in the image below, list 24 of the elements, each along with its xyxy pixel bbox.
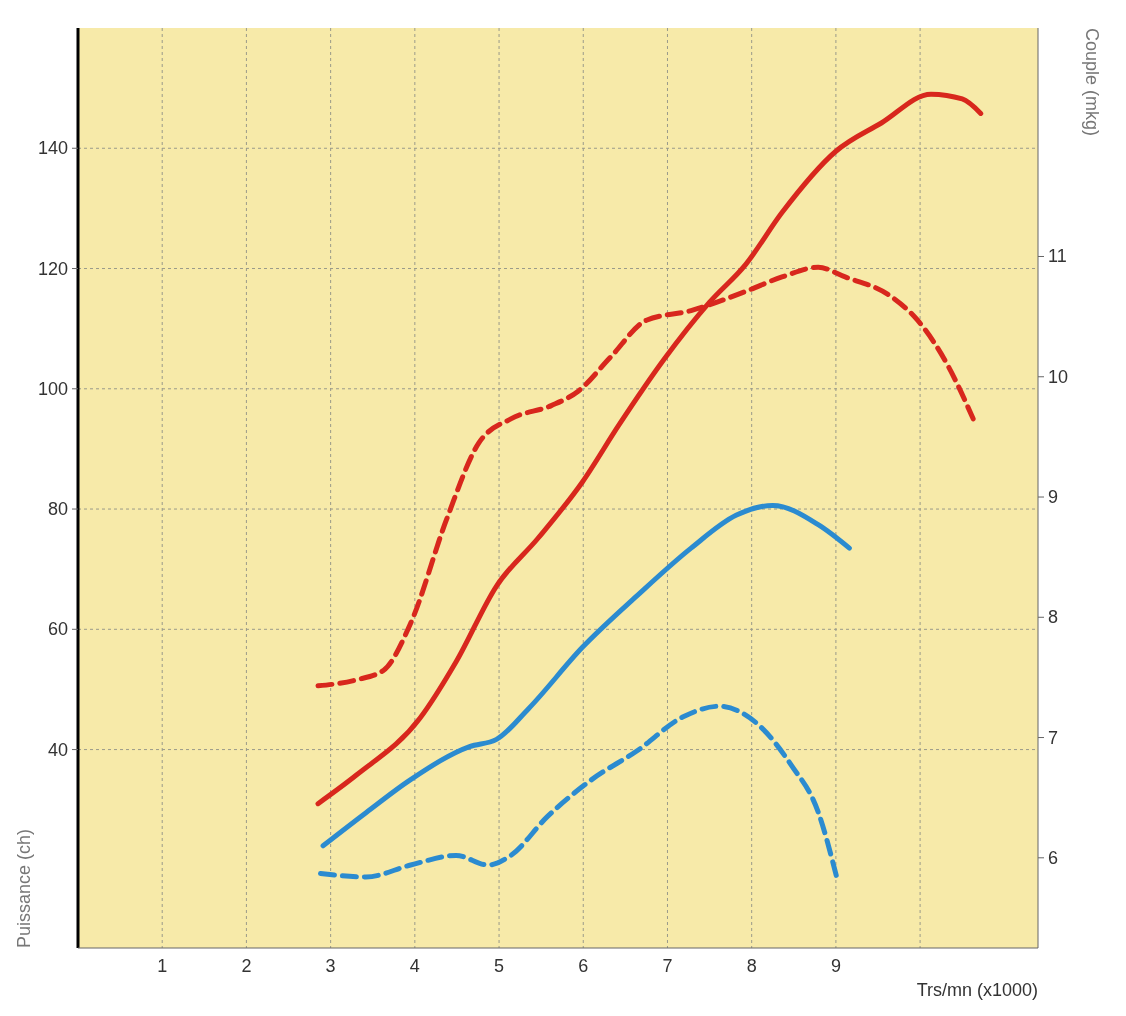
y-axis-title: Puissance (ch) (14, 828, 34, 948)
y2-tick-label: 6 (1048, 847, 1059, 868)
y2-tick-label: 8 (1048, 607, 1059, 628)
y-tick-label: 80 (47, 499, 68, 520)
y-tick-label: 100 (37, 378, 68, 399)
y-tick-label: 40 (47, 739, 68, 760)
x-tick-label: 5 (494, 956, 505, 976)
y2-tick-label: 10 (1048, 366, 1069, 387)
y-tick-label: 60 (47, 619, 68, 640)
x-tick-label: 3 (325, 956, 336, 976)
y2-tick-label: 7 (1048, 727, 1059, 748)
x-tick-label: 9 (830, 956, 841, 976)
y-tick-label: 140 (37, 138, 68, 159)
y2-tick-label: 9 (1048, 487, 1059, 508)
x-tick-label: 8 (746, 956, 757, 976)
x-tick-label: 4 (409, 956, 420, 976)
y-tick-label: 120 (37, 258, 68, 279)
y2-tick-label: 11 (1048, 246, 1067, 267)
x-tick-label: 6 (578, 956, 589, 976)
x-axis-title: Trs/mn (x1000) (916, 980, 1038, 1000)
x-tick-label: 1 (157, 956, 168, 976)
x-tick-label: 7 (662, 956, 673, 976)
x-tick-label: 2 (241, 956, 252, 976)
y2-axis-title: Couple (mkg) (1082, 28, 1102, 137)
